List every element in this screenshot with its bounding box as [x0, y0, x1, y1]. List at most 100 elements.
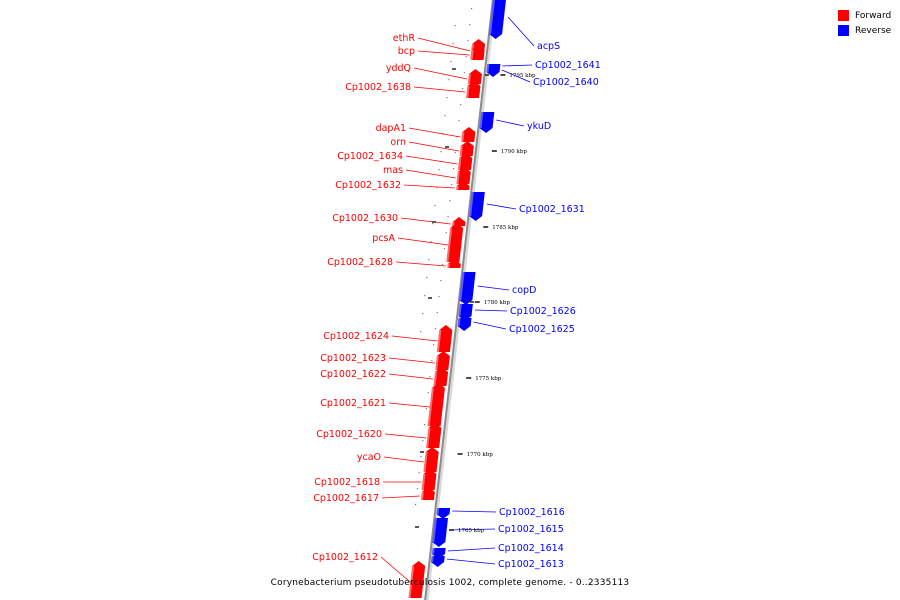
leader-line [477, 285, 510, 291]
guide-dot [436, 312, 438, 314]
gene-label: Cp1002_1620 [316, 429, 382, 440]
legend: Forward Reverse [838, 8, 891, 38]
guide-dot [445, 232, 447, 234]
gene-label: Cp1002_1624 [323, 331, 389, 342]
leader-line [405, 155, 458, 165]
guide-dot [469, 24, 471, 26]
gene-shade-Cp1002_1623 [435, 356, 439, 370]
scale-tick-label: 1795 kbp [509, 73, 536, 79]
gene-arrow-Cp1002_1630 [452, 217, 466, 226]
gene-shade-ycaO [423, 452, 428, 472]
gene-shade-yddQ [467, 74, 471, 84]
scale-tick-label: 1785 kbp [492, 225, 519, 231]
gene-label: Cp1002_1640 [533, 77, 599, 88]
guide-dot [429, 376, 431, 378]
gene-shade-ykuD [479, 112, 484, 128]
gene-label: Cp1002_1625 [509, 324, 575, 335]
gene-label: Cp1002_1614 [498, 543, 564, 554]
leader-line [417, 50, 470, 56]
gene-shade-Cp1002_1634 [458, 158, 462, 170]
gene-shade-dapA1 [461, 132, 465, 142]
gene-shade-Cp1002_1617 [420, 492, 424, 500]
guide-dot [442, 264, 444, 266]
gene-arrow-Cp1002_1628 [447, 259, 461, 268]
guide-dot [422, 313, 424, 315]
gene-label: Cp1002_1617 [313, 493, 379, 504]
gene-label: dapA1 [376, 123, 406, 134]
gene-label: Cp1002_1616 [499, 507, 565, 518]
gene-arrow-ykuD [479, 112, 495, 133]
gene-label: bcp [398, 46, 415, 57]
guide-dot [432, 223, 434, 225]
scale-tick-label: 1770 kbp [467, 452, 494, 458]
forward-swatch [838, 10, 849, 21]
reverse-swatch [838, 25, 849, 36]
gene-label: Cp1002_1618 [314, 477, 380, 488]
gene-shade-Cp1002_1626 [458, 304, 462, 316]
guide-dot [434, 328, 437, 330]
gene-arrow-dapA1 [461, 127, 476, 142]
gene-label: Cp1002_1626 [510, 306, 576, 317]
legend-label-reverse: Reverse [855, 25, 892, 36]
leader-line [450, 528, 496, 531]
leader-line [391, 335, 438, 342]
gene-shade-orn [459, 146, 463, 156]
legend-label-forward: Forward [855, 10, 892, 21]
gene-shade-acpS [489, 0, 495, 34]
guide-dot [438, 296, 440, 298]
gene-label: Cp1002_1615 [498, 524, 564, 535]
guide-dot [427, 392, 429, 394]
leader-line [388, 402, 430, 408]
guide-dot [440, 280, 442, 282]
guide-dot [452, 168, 455, 170]
gene-label: Cp1002_1641 [535, 60, 601, 71]
gene-shade-Cp1002_1625 [457, 318, 461, 326]
gene-arrow-Cp1002_1632 [456, 181, 470, 190]
gene-arrow-mas [456, 167, 471, 184]
gene-arrow-yddQ [467, 69, 482, 84]
gene-shade-bcp [470, 50, 474, 60]
gene-label: Cp1002_1631 [519, 204, 585, 215]
leader-line [447, 547, 496, 552]
gene-label: yddQ [386, 63, 411, 74]
gene-label: pcsA [372, 233, 395, 244]
guide-dot [446, 97, 448, 99]
gene-label: ykuD [527, 121, 551, 132]
leader-line [408, 127, 461, 138]
scale-tick-label: 1765 kbp [458, 528, 485, 534]
guide-dot [470, 8, 473, 10]
leader-line [452, 510, 497, 513]
guide-dot [420, 456, 422, 458]
guide-dot [426, 277, 428, 279]
guide-dot [420, 331, 422, 333]
scale-tick-label: 1780 kbp [484, 300, 511, 306]
gene-shade-Cp1002_1616 [436, 508, 440, 514]
gene-shade-copD [459, 272, 465, 300]
guide-dot [422, 440, 424, 442]
guide-dot [438, 169, 440, 171]
guide-dot [436, 187, 438, 189]
gene-label: Cp1002_1638 [345, 82, 411, 93]
gene-arrow-Cp1002_1634 [458, 153, 473, 170]
gene-label: acpS [537, 41, 560, 52]
gene-shade-Cp1002_1641 [486, 64, 490, 68]
guide-dot [452, 43, 454, 45]
leader-line [395, 261, 446, 267]
guide-dot [424, 424, 426, 426]
guide-dot [430, 241, 432, 243]
gene-shade-mas [456, 172, 460, 184]
gene-label: Cp1002_1630 [332, 213, 398, 224]
guide-dot [465, 56, 467, 58]
gene-label: copD [512, 285, 536, 296]
guide-dot [467, 40, 469, 42]
guide-dot [440, 151, 442, 153]
gene-shade-Cp1002_1638 [466, 86, 470, 98]
leader-line [473, 321, 507, 330]
gene-shade-Cp1002_1631 [469, 192, 474, 216]
guide-dot [433, 344, 435, 346]
leader-line [381, 495, 420, 499]
gene-arrow-Cp1002_1615 [432, 518, 449, 547]
guide-dot [461, 88, 464, 90]
guide-dot [449, 200, 451, 202]
